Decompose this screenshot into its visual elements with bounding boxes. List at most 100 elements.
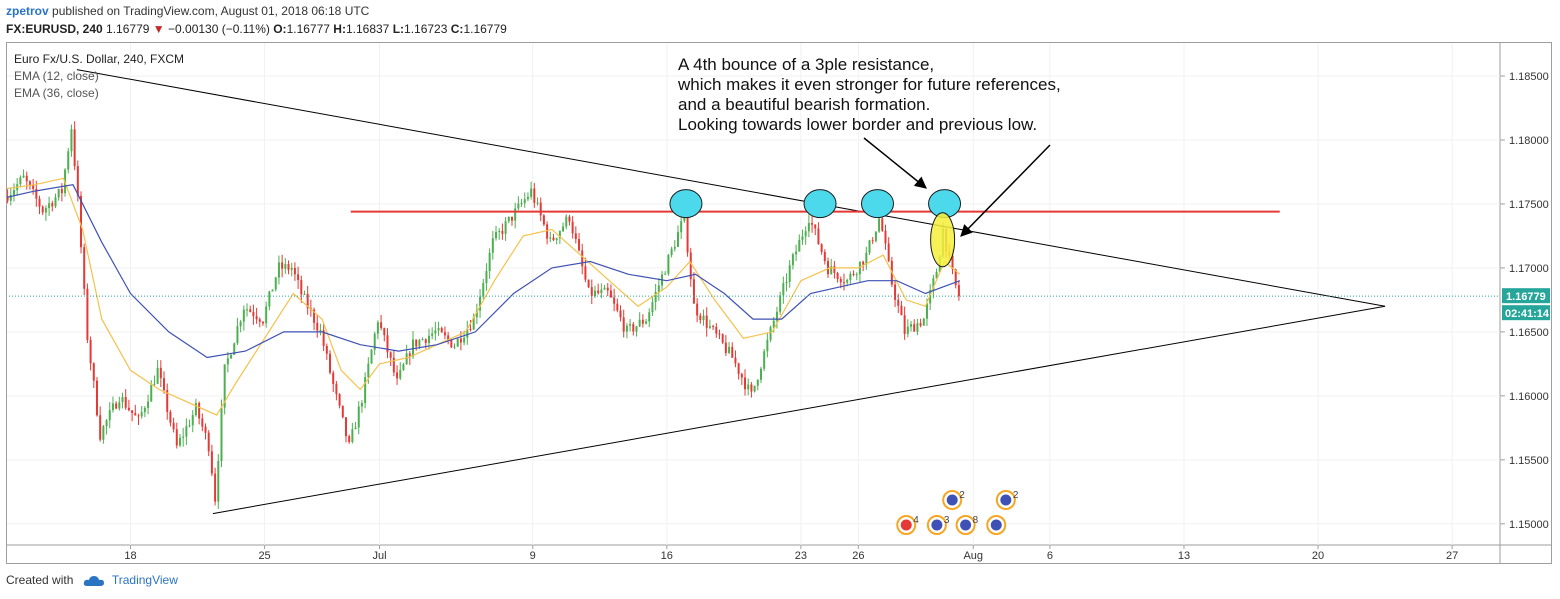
high-value: 1.16837 (345, 22, 390, 36)
candle-down (316, 322, 319, 331)
candle-down (881, 218, 884, 231)
candle-up (858, 261, 861, 275)
candle-down (293, 267, 296, 275)
candle-down (415, 339, 418, 347)
event-count: 4 (913, 515, 919, 526)
candle-down (322, 330, 325, 346)
candle-down (6, 197, 9, 201)
candle-down (546, 224, 549, 239)
candle-down (900, 305, 903, 316)
candle-up (48, 203, 51, 209)
candle-up (708, 326, 711, 328)
candle-down (124, 397, 127, 408)
current-price-label: 1.16779 (1506, 291, 1546, 303)
legend-item: EMA (12, close) (14, 69, 99, 83)
candle-down (510, 216, 513, 221)
candle-down (51, 203, 54, 207)
tradingview-link[interactable]: TradingView (111, 573, 178, 587)
candle-down (60, 189, 63, 194)
candle-down (261, 321, 264, 324)
candle-down (166, 390, 169, 412)
candle-down (820, 244, 823, 252)
candle-up (57, 189, 60, 198)
candle-down (696, 303, 699, 316)
candle-up (360, 403, 363, 407)
candle-up (472, 317, 475, 330)
candle-down (613, 297, 616, 304)
candle-down (705, 315, 708, 328)
candle-up (747, 384, 750, 390)
candle-up (466, 328, 469, 338)
candle-down (823, 251, 826, 262)
candle-up (530, 188, 533, 197)
candle-up (929, 290, 932, 304)
publish-line: zpetrov published on TradingView.com, Au… (6, 4, 369, 18)
footer: Created with TradingView (6, 573, 178, 587)
candle-down (897, 299, 900, 306)
event-flag-icon (946, 494, 958, 506)
candle-down (913, 324, 916, 332)
candle-up (370, 349, 373, 364)
candle-down (699, 315, 702, 321)
event-flag-icon (960, 519, 972, 531)
candle-up (19, 177, 22, 185)
candle-down (201, 418, 204, 427)
candle-down (163, 378, 166, 391)
time-tick-label: 25 (258, 550, 270, 562)
candle-up (220, 407, 223, 462)
candle-up (143, 407, 146, 413)
candle-up (367, 363, 370, 378)
candle-up (849, 273, 852, 280)
candle-down (348, 436, 351, 442)
candle-up (290, 267, 293, 270)
candle-up (431, 333, 434, 336)
annotation-text: which makes it even stronger for future … (677, 75, 1061, 94)
candle-up (756, 379, 759, 386)
author-link[interactable]: zpetrov (6, 4, 49, 18)
candle-down (207, 432, 210, 452)
candle-up (233, 343, 236, 355)
candle-up (373, 333, 376, 350)
candle-down (95, 380, 98, 416)
candle-down (300, 280, 303, 295)
candle-up (791, 254, 794, 266)
price-tick-label: 1.16000 (1509, 391, 1549, 403)
tradingview-cloud-icon (83, 575, 104, 586)
candle-up (680, 221, 683, 233)
candle-down (533, 188, 536, 203)
candle-down (408, 353, 411, 357)
candle-up (798, 239, 801, 252)
candle-up (357, 406, 360, 428)
candle-up (759, 368, 762, 380)
candle-up (728, 346, 731, 353)
candle-up (67, 151, 70, 170)
candle-down (306, 293, 309, 309)
candle-up (878, 218, 881, 232)
candle-down (175, 429, 178, 446)
candle-up (565, 216, 568, 227)
candle-up (230, 354, 233, 359)
candle-up (102, 426, 105, 440)
price-chart[interactable]: 1.15000 1.15500 1.16000 1.16500 1.17000 1.175… (6, 42, 1552, 564)
candle-up (217, 461, 220, 502)
candle-up (147, 401, 150, 408)
candle-down (581, 250, 584, 267)
candle-up (239, 321, 242, 327)
candle-up (482, 283, 485, 297)
chart-background (6, 42, 1552, 564)
candle-up (456, 338, 459, 347)
candle-up (246, 309, 249, 311)
candle-down (281, 262, 284, 269)
candle-down (568, 216, 571, 222)
candle-up (434, 330, 437, 334)
candle-down (76, 166, 79, 196)
candle-up (242, 309, 245, 322)
candle-up (670, 248, 673, 256)
ema-36-line (6, 184, 961, 359)
candle-down (440, 328, 443, 333)
candle-up (654, 291, 657, 302)
candle-up (874, 231, 877, 242)
time-tick-label: 13 (1178, 550, 1190, 562)
candle-down (750, 384, 753, 392)
candle-down (25, 175, 28, 182)
